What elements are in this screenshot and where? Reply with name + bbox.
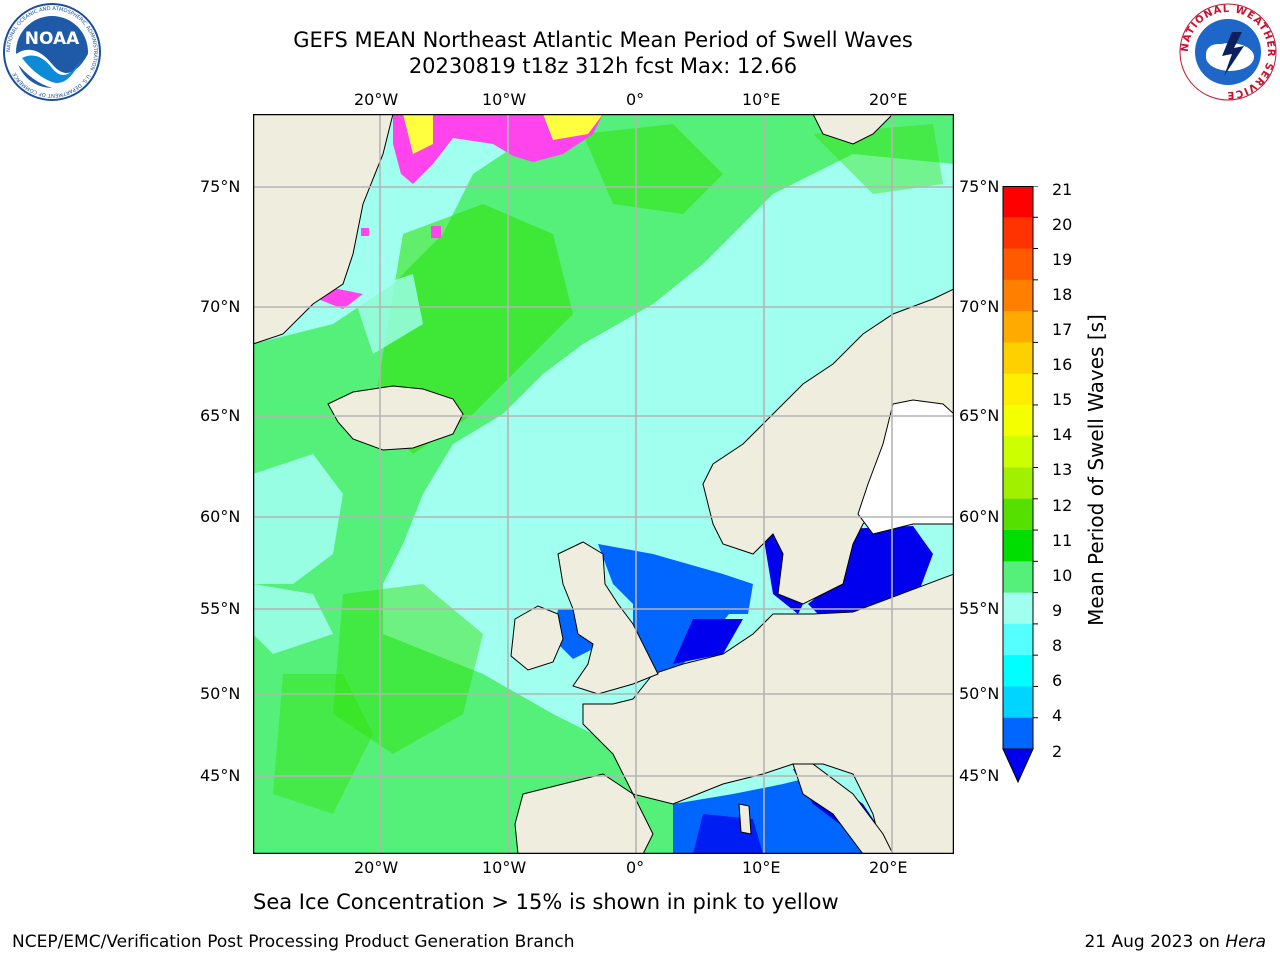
colorbar-tick: 11 bbox=[1052, 531, 1073, 550]
lon-label-top: 0° bbox=[626, 90, 645, 109]
noaa-logo: NOAA NATIONAL OCEANIC AND ATMOSPHERIC AD… bbox=[3, 3, 101, 101]
nws-logo: NATIONAL WEATHER SERVICE bbox=[1179, 3, 1277, 101]
lat-label-left: 50°N bbox=[200, 684, 241, 703]
colorbar-segment bbox=[1003, 655, 1033, 687]
lat-label-right: 50°N bbox=[959, 684, 1000, 703]
colorbar-tick: 10 bbox=[1052, 566, 1073, 585]
colorbar-segment bbox=[1003, 592, 1033, 625]
swell-cyan-patch bbox=[253, 454, 343, 584]
iceland-land bbox=[327, 385, 464, 451]
colorbar-segment bbox=[1003, 311, 1033, 343]
lat-label-right: 70°N bbox=[959, 297, 1000, 316]
colorbar-segment bbox=[1003, 217, 1033, 250]
host-name: Hera bbox=[1225, 932, 1266, 952]
colorbar-tick: 16 bbox=[1052, 355, 1073, 374]
map-frame bbox=[253, 114, 954, 854]
lat-label-left: 75°N bbox=[200, 177, 241, 196]
colorbar-segment bbox=[1003, 436, 1033, 468]
graticule bbox=[253, 114, 954, 854]
greenland-land bbox=[253, 114, 394, 345]
colorbar-segment bbox=[1003, 404, 1033, 437]
swell-period-map bbox=[253, 114, 954, 854]
italy-land bbox=[792, 763, 894, 854]
colorbar-tick: 20 bbox=[1052, 215, 1073, 234]
lon-label-bottom: 20°E bbox=[869, 858, 908, 877]
colorbar-tick: 8 bbox=[1052, 636, 1063, 655]
map-subtitle: 20230819 t18z 312h fcst Max: 12.66 bbox=[408, 54, 798, 78]
colorbar bbox=[1002, 186, 1038, 784]
lon-label-top: 20°E bbox=[869, 90, 908, 109]
lat-label-right: 55°N bbox=[959, 599, 1000, 618]
colorbar-tick: 18 bbox=[1052, 285, 1073, 304]
colorbar-segment bbox=[1003, 279, 1033, 312]
lat-label-left: 65°N bbox=[200, 406, 241, 425]
colorbar-tick: 6 bbox=[1052, 671, 1063, 690]
colorbar-tick: 4 bbox=[1052, 706, 1063, 725]
colorbar-segment bbox=[1003, 373, 1033, 406]
colorbar-extend-arrow bbox=[1002, 748, 1034, 784]
colorbar-tick: 2 bbox=[1052, 742, 1063, 761]
colorbar-label: Mean Period of Swell Waves [s] bbox=[1084, 314, 1108, 626]
lon-label-bottom: 10°E bbox=[742, 858, 781, 877]
colorbar-tick: 13 bbox=[1052, 460, 1073, 479]
iberia-land bbox=[514, 773, 654, 854]
ireland-land bbox=[510, 605, 564, 671]
lat-label-left: 45°N bbox=[200, 766, 241, 785]
lat-label-right: 60°N bbox=[959, 507, 1000, 526]
colorbar-segment bbox=[1003, 186, 1033, 218]
colorbar-tick: 12 bbox=[1052, 496, 1073, 515]
lat-label-right: 45°N bbox=[959, 766, 1000, 785]
colorbar-tick: 21 bbox=[1052, 180, 1073, 199]
colorbar-segment bbox=[1003, 467, 1033, 500]
lon-label-top: 20°W bbox=[354, 90, 399, 109]
credit-line: NCEP/EMC/Verification Post Processing Pr… bbox=[12, 932, 575, 952]
svalbard-land bbox=[812, 114, 894, 145]
lon-label-top: 10°W bbox=[482, 90, 527, 109]
colorbar-segment bbox=[1003, 686, 1033, 719]
date-text: 21 Aug 2023 on bbox=[1084, 932, 1226, 952]
colorbar-segment bbox=[1003, 717, 1033, 750]
map-title: GEFS MEAN Northeast Atlantic Mean Period… bbox=[293, 28, 913, 52]
colorbar-segment bbox=[1003, 561, 1033, 594]
colorbar-tick: 19 bbox=[1052, 250, 1073, 269]
sweden-finland-land bbox=[857, 399, 954, 535]
lat-label-right: 75°N bbox=[959, 177, 1000, 196]
colorbar-segment bbox=[1003, 623, 1033, 656]
colorbar-segment bbox=[1003, 248, 1033, 281]
colorbar-tick: 14 bbox=[1052, 425, 1073, 444]
colorbar-segment bbox=[1003, 530, 1033, 562]
lon-label-top: 10°E bbox=[742, 90, 781, 109]
great-britain-land bbox=[557, 541, 659, 695]
lat-label-left: 55°N bbox=[200, 599, 241, 618]
colorbar-tick: 17 bbox=[1052, 320, 1073, 339]
colorbar-segment bbox=[1003, 498, 1033, 531]
lat-label-right: 65°N bbox=[959, 406, 1000, 425]
colorbar-tick: 9 bbox=[1052, 601, 1063, 620]
lon-label-bottom: 20°W bbox=[354, 858, 399, 877]
date-footer: 21 Aug 2023 on Hera bbox=[1084, 932, 1266, 952]
lon-label-bottom: 10°W bbox=[482, 858, 527, 877]
colorbar-tick: 15 bbox=[1052, 390, 1073, 409]
noaa-logo-text: NOAA bbox=[25, 29, 80, 49]
lat-label-left: 70°N bbox=[200, 297, 241, 316]
sea-ice-note: Sea Ice Concentration > 15% is shown in … bbox=[253, 890, 839, 914]
lon-label-bottom: 0° bbox=[626, 858, 645, 877]
lat-label-left: 60°N bbox=[200, 507, 241, 526]
colorbar-segment bbox=[1003, 342, 1033, 375]
